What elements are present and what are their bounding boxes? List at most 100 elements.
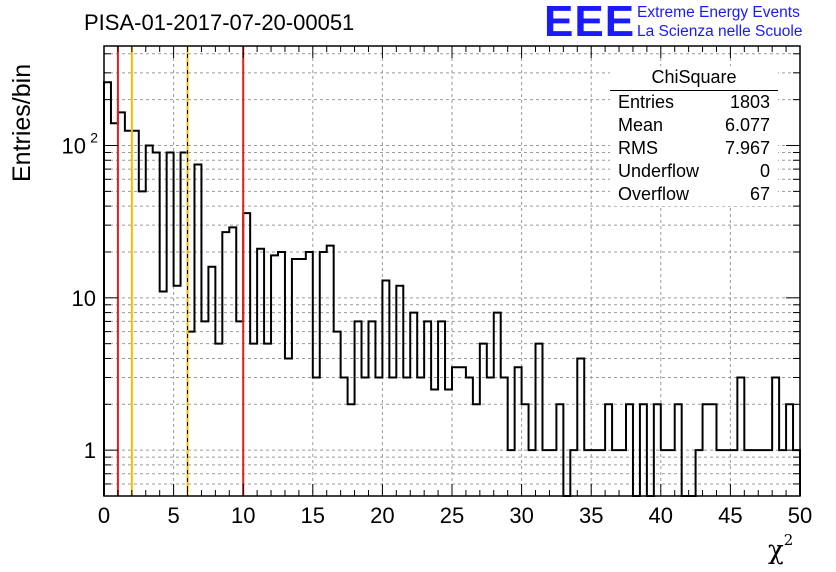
stats-label: Overflow <box>618 184 690 204</box>
x-tick-label: 35 <box>579 503 603 528</box>
histogram-bin <box>306 252 313 496</box>
x-tick-label: 45 <box>718 503 742 528</box>
histogram-bin <box>118 112 125 496</box>
histogram-bin <box>208 267 215 496</box>
histogram-bin <box>111 123 118 496</box>
x-tick-label: 0 <box>98 503 110 528</box>
histogram-bin <box>438 321 445 496</box>
histogram-bin <box>744 450 751 496</box>
stats-box: ChiSquare Entries 1803 Mean 6.077 RMS 7.967… <box>610 66 778 206</box>
histogram-bin <box>132 131 139 496</box>
stats-value: 0 <box>759 161 770 181</box>
histogram-bin <box>730 450 737 496</box>
stats-label: RMS <box>618 138 658 158</box>
histogram-bin <box>257 249 264 496</box>
histogram-bin <box>556 404 563 496</box>
stats-label: Mean <box>618 115 664 135</box>
stats-value: 6.077 <box>724 115 770 135</box>
histogram-bin <box>250 344 257 496</box>
histogram-bin <box>605 404 612 496</box>
histogram-bin <box>772 377 779 496</box>
histogram-bin <box>313 377 320 496</box>
histogram-bin <box>473 404 480 496</box>
histogram-bin <box>201 321 208 496</box>
histogram-bin <box>174 286 181 496</box>
stats-label: Entries <box>618 92 675 112</box>
histogram-bin <box>278 252 285 496</box>
histogram-bin <box>598 450 605 496</box>
histogram-bin <box>501 377 508 496</box>
histogram-bin <box>382 280 389 496</box>
stats-label: Underflow <box>618 161 700 181</box>
histogram-bin <box>125 131 132 496</box>
histogram-bin <box>341 377 348 496</box>
histogram-layer <box>103 81 801 497</box>
histogram-bin <box>299 259 306 496</box>
histogram-bin <box>584 450 591 496</box>
histogram-bin <box>153 152 160 496</box>
histogram-bin <box>549 450 556 496</box>
y-tick-label: 1 <box>84 438 96 463</box>
histogram-bin <box>348 404 355 496</box>
histogram-bin <box>194 165 201 496</box>
histogram-bin <box>661 450 668 496</box>
histogram-bin <box>424 321 431 496</box>
histogram-bin <box>264 344 271 496</box>
stats-value: 7.967 <box>724 138 770 158</box>
histogram-bin <box>626 404 633 496</box>
stats-row-mean: Mean 6.077 <box>610 114 778 137</box>
stats-row-rms: RMS 7.967 <box>610 137 778 160</box>
histogram-bin <box>577 358 584 496</box>
x-tick-label: 15 <box>301 503 325 528</box>
y-tick-label-superscript: 2 <box>90 129 98 145</box>
stats-title: ChiSquare <box>610 66 778 91</box>
histogram-bin <box>668 450 675 496</box>
histogram-bin <box>466 377 473 496</box>
histogram-bin <box>703 404 710 496</box>
histogram-bin <box>737 377 744 496</box>
histogram-bin <box>396 286 403 496</box>
histogram-bin <box>716 450 723 496</box>
histogram-bin <box>494 313 501 496</box>
histogram-bin <box>508 450 515 496</box>
histogram-bin <box>779 450 786 496</box>
histogram-bin <box>236 321 243 496</box>
histogram-bin <box>389 377 396 496</box>
histogram-bin <box>723 450 730 496</box>
histogram-bin <box>675 404 682 496</box>
histogram-bin <box>751 450 758 496</box>
histogram-bin <box>591 450 598 496</box>
histogram-bin <box>765 450 772 496</box>
histogram-bin <box>459 367 466 496</box>
histogram-bin <box>480 344 487 496</box>
histogram-bin <box>529 450 536 496</box>
histogram-bin <box>431 390 438 496</box>
threshold-lines-layer <box>116 46 245 496</box>
histogram-bin <box>570 450 577 496</box>
histogram-bin <box>758 450 765 496</box>
histogram-bin <box>285 358 292 496</box>
y-axis-label: Entries/bin <box>8 63 36 182</box>
logo-line-1: Extreme Energy Events <box>637 4 800 21</box>
x-tick-label: 25 <box>440 503 464 528</box>
histogram-bin <box>368 321 375 496</box>
histogram-bin <box>229 227 236 496</box>
histogram-bin <box>362 377 369 496</box>
histogram-bin <box>403 377 410 496</box>
histogram-bin <box>640 404 647 496</box>
histogram-bin <box>167 152 174 496</box>
stats-value: 1803 <box>729 92 770 112</box>
histogram-bin <box>139 191 146 496</box>
histogram-bin <box>215 344 222 496</box>
eee-logo-text: Extreme Energy Events La Scienza nelle S… <box>637 3 802 41</box>
eee-logo: EEE <box>544 0 636 46</box>
histogram-bin <box>355 321 362 496</box>
histogram-bin <box>181 152 188 496</box>
stats-value: 67 <box>749 184 770 204</box>
stats-row-entries: Entries 1803 <box>610 91 778 114</box>
histogram-bin <box>320 252 327 496</box>
x-axis-label-symbol: χ <box>768 535 784 566</box>
x-tick-label: 30 <box>509 503 533 528</box>
histogram-bin <box>243 213 250 496</box>
